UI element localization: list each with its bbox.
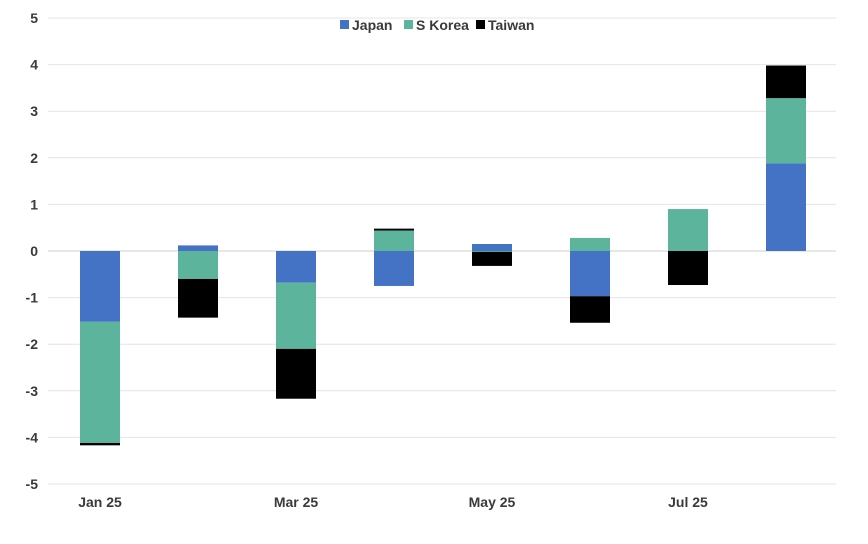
bar-segment-japan	[178, 245, 218, 251]
bar-segment-taiwan	[374, 228, 414, 231]
legend-swatch	[340, 20, 349, 29]
bar-segment-s-korea	[766, 98, 806, 164]
legend-item: Taiwan	[476, 17, 534, 33]
x-tick-label: May 25	[469, 494, 516, 510]
x-axis-tick-labels: Jan 25 Mar 25 May 25 Jul 25	[78, 494, 708, 510]
bar-segment-taiwan	[766, 65, 806, 99]
bar-segment-s-korea	[374, 230, 414, 251]
bar-segment-s-korea	[472, 251, 512, 252]
y-tick-label: 3	[30, 103, 38, 119]
y-tick-label: 5	[30, 10, 38, 26]
bar-segment-japan	[472, 244, 512, 251]
y-tick-label: 2	[30, 150, 38, 166]
legend-label: Taiwan	[488, 17, 534, 33]
bar-segment-japan	[276, 251, 316, 283]
bar-segment-s-korea	[178, 251, 218, 279]
legend-label: S Korea	[416, 17, 469, 33]
legend-item: S Korea	[404, 17, 469, 33]
bar-segment-s-korea	[80, 321, 120, 443]
bar-segment-japan	[80, 251, 120, 322]
bar-segment-s-korea	[570, 237, 610, 251]
bar-segment-japan	[374, 251, 414, 286]
bar-segment-taiwan	[472, 251, 512, 266]
legend-item: Japan	[340, 17, 392, 33]
bar-segment-japan	[570, 251, 610, 297]
y-tick-label: 1	[30, 196, 38, 212]
bar-segment-s-korea	[276, 282, 316, 349]
bar-segment-s-korea	[668, 209, 708, 251]
bar-segment-taiwan	[668, 251, 708, 286]
x-tick-label: Jul 25	[668, 494, 708, 510]
y-axis-tick-labels: 5 4 3 2 1 0 -1 -2 -3 -4 -5	[26, 10, 39, 492]
x-tick-label: Mar 25	[274, 494, 319, 510]
y-tick-label: 4	[30, 57, 38, 73]
x-tick-label: Jan 25	[78, 494, 122, 510]
y-tick-label: -3	[26, 383, 39, 399]
bar-segment-taiwan	[276, 348, 316, 399]
bar-segment-japan	[766, 163, 806, 251]
bar-segment-taiwan	[80, 442, 120, 446]
grid	[48, 17, 836, 485]
y-tick-label: 0	[30, 243, 38, 259]
y-tick-label: -4	[26, 429, 39, 445]
legend-swatch	[476, 20, 485, 29]
legend-swatch	[404, 20, 413, 29]
bars	[80, 65, 806, 446]
bar-segment-taiwan	[570, 296, 610, 323]
legend: Japan S Korea Taiwan	[340, 17, 534, 33]
y-tick-label: -2	[26, 336, 39, 352]
legend-label: Japan	[352, 17, 392, 33]
bar-segment-taiwan	[178, 278, 218, 318]
y-tick-label: -1	[26, 290, 39, 306]
y-tick-label: -5	[26, 476, 39, 492]
